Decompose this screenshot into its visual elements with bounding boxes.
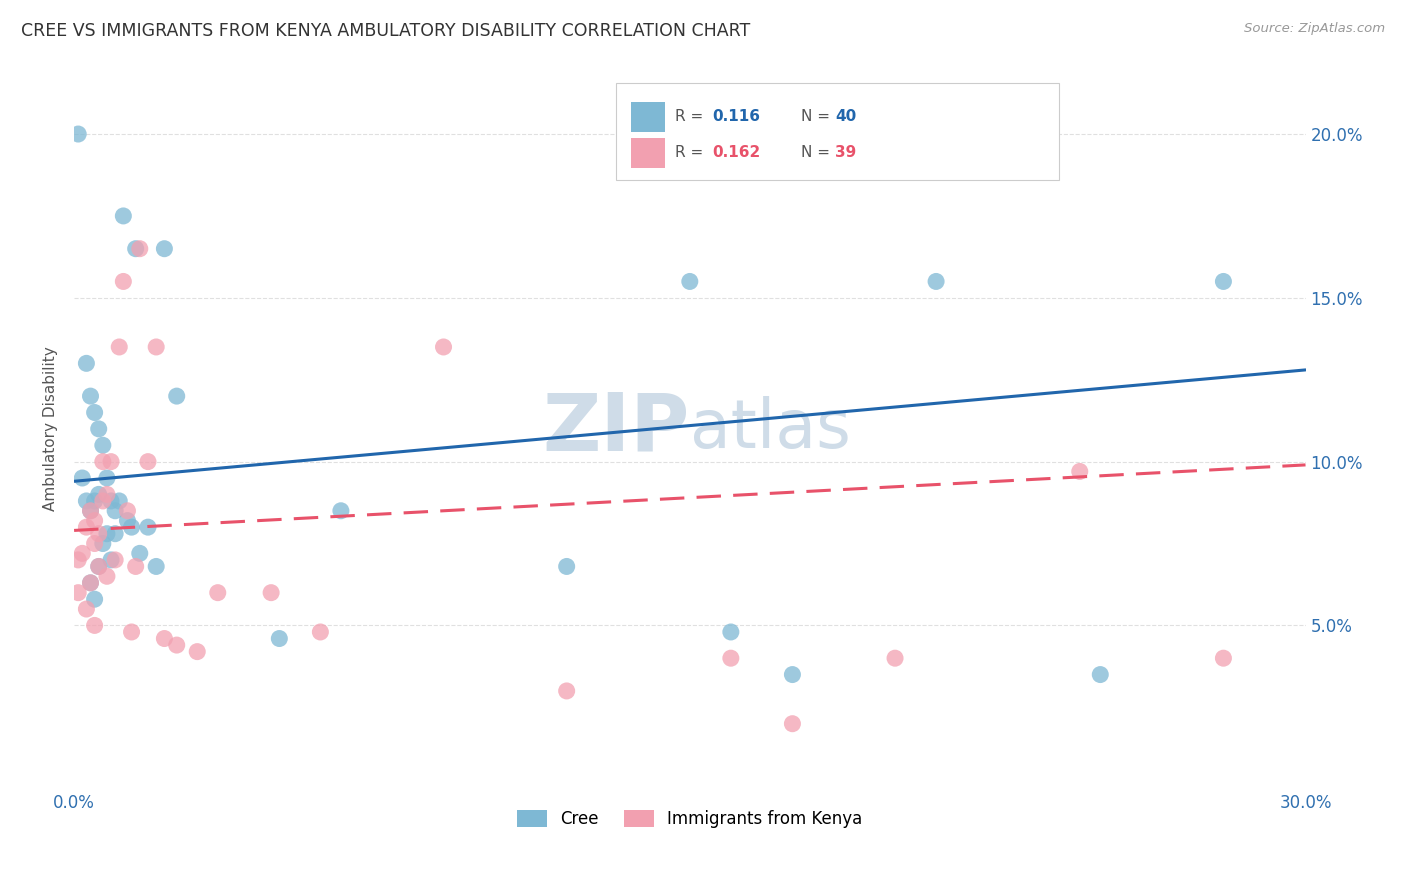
Legend: Cree, Immigrants from Kenya: Cree, Immigrants from Kenya (510, 804, 869, 835)
Point (128, 546, 150, 560)
Point (91, 438, 114, 452)
Point (75, 520, 97, 534)
Point (87, 487, 110, 501)
Point (72, 471, 94, 485)
Point (884, 651, 907, 665)
Point (75, 356, 97, 370)
Text: R =: R = (675, 145, 709, 161)
Point (100, 455, 122, 469)
Point (153, 632, 176, 646)
Point (96, 526, 118, 541)
Point (128, 242, 150, 256)
Point (100, 494, 122, 508)
Point (124, 559, 146, 574)
Text: N =: N = (800, 145, 835, 161)
Point (104, 553, 127, 567)
Point (104, 504, 127, 518)
Point (145, 559, 167, 574)
Text: N =: N = (800, 109, 835, 124)
Point (79, 504, 101, 518)
Point (136, 520, 159, 534)
Text: 0.116: 0.116 (711, 109, 761, 124)
Point (309, 624, 332, 639)
Point (72, 546, 94, 560)
Point (91, 494, 114, 508)
Point (83, 494, 105, 508)
Bar (616, 83, 1059, 180)
Point (555, 684, 578, 698)
Bar (631, 137, 665, 168)
Point (112, 275, 135, 289)
Point (79, 575, 101, 590)
Point (100, 553, 122, 567)
Point (83, 592, 105, 607)
Point (91, 536, 114, 550)
Point (67, 127, 90, 141)
Point (117, 504, 139, 518)
Point (83, 618, 105, 632)
Point (96, 487, 118, 501)
Point (87, 422, 110, 436)
Point (145, 340, 167, 354)
Point (83, 514, 105, 528)
Point (1212, 275, 1234, 289)
Point (83, 536, 105, 550)
Point (269, 632, 291, 646)
Point (108, 340, 131, 354)
Point (87, 559, 110, 574)
Point (75, 494, 97, 508)
Point (782, 667, 804, 681)
Y-axis label: Ambulatory Disability: Ambulatory Disability (44, 346, 58, 511)
Text: 40: 40 (835, 109, 856, 124)
Point (87, 526, 110, 541)
Point (83, 405, 105, 419)
Point (121, 624, 143, 639)
Point (91, 455, 114, 469)
Text: 0.162: 0.162 (711, 145, 761, 161)
Point (782, 716, 804, 731)
Point (186, 645, 208, 659)
Point (117, 514, 139, 528)
Point (720, 624, 742, 639)
Point (96, 471, 118, 485)
Point (121, 520, 143, 534)
Bar (631, 102, 665, 132)
Point (329, 504, 352, 518)
Point (1090, 667, 1112, 681)
Point (1069, 465, 1091, 479)
Point (79, 575, 101, 590)
Point (79, 389, 101, 403)
Text: R =: R = (675, 109, 709, 124)
Text: 39: 39 (835, 145, 856, 161)
Point (260, 585, 283, 599)
Text: ZIP: ZIP (543, 390, 690, 468)
Point (207, 585, 229, 599)
Text: Source: ZipAtlas.com: Source: ZipAtlas.com (1244, 22, 1385, 36)
Point (166, 638, 188, 652)
Point (432, 340, 454, 354)
Point (153, 242, 176, 256)
Point (104, 526, 127, 541)
Point (720, 651, 742, 665)
Point (679, 275, 702, 289)
Point (124, 242, 146, 256)
Point (1212, 651, 1234, 665)
Point (108, 494, 131, 508)
Text: atlas: atlas (690, 396, 851, 462)
Point (79, 504, 101, 518)
Point (67, 553, 90, 567)
Point (112, 209, 135, 223)
Point (925, 275, 948, 289)
Point (166, 389, 188, 403)
Point (555, 559, 578, 574)
Point (67, 585, 90, 599)
Text: CREE VS IMMIGRANTS FROM KENYA AMBULATORY DISABILITY CORRELATION CHART: CREE VS IMMIGRANTS FROM KENYA AMBULATORY… (21, 22, 751, 40)
Point (75, 602, 97, 616)
Point (136, 455, 159, 469)
Point (87, 559, 110, 574)
Point (96, 569, 118, 583)
